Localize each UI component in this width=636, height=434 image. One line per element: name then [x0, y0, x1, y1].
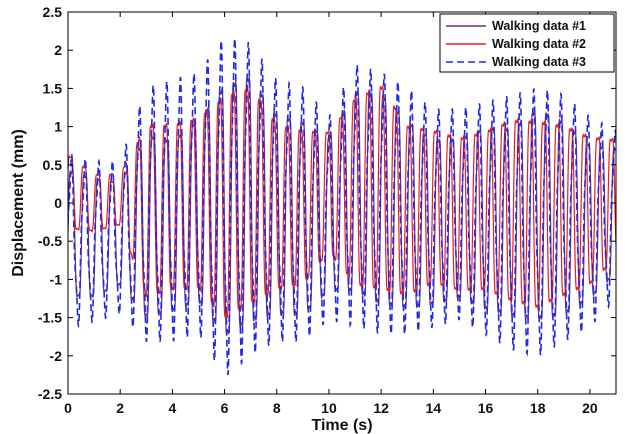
- series-line-3: [68, 38, 616, 376]
- legend-label-2: Walking data #2: [492, 37, 586, 51]
- x-tick-label: 12: [373, 400, 389, 416]
- x-tick-label: 8: [273, 400, 281, 416]
- y-tick-label: -2: [50, 348, 63, 364]
- plot-area: [68, 38, 616, 376]
- y-tick-label: 1.5: [43, 80, 63, 96]
- axes: 0 2 4 6 8 10 12 14 16 18 20 2.5 2 1.5 1 0.5 0 -0.5 -1 -1.5 -…: [38, 4, 617, 416]
- legend: Walking data #1 Walking data #2 Walking da…: [439, 13, 615, 73]
- y-tick-label: -0.5: [38, 233, 62, 249]
- x-tick-label: 16: [478, 400, 494, 416]
- legend-label-1: Walking data #1: [492, 19, 586, 33]
- y-tick-label: -2.5: [38, 386, 62, 402]
- y-tick-label: -1.5: [38, 310, 62, 326]
- y-tick-label: 0: [54, 195, 62, 211]
- x-tick-label: 2: [116, 400, 124, 416]
- y-tick-label: 2: [54, 42, 62, 58]
- x-axis-label: Time (s): [311, 417, 372, 434]
- legend-label-3: Walking data #3: [492, 55, 586, 69]
- x-tick-label: 20: [582, 400, 598, 416]
- x-tick-label: 14: [426, 400, 442, 416]
- y-tick-label: 1: [54, 119, 62, 135]
- y-tick-label: -1: [50, 271, 63, 287]
- y-tick-label: 2.5: [43, 4, 63, 20]
- x-tick-label: 0: [64, 400, 72, 416]
- x-tick-label: 10: [321, 400, 337, 416]
- x-tick-label: 4: [168, 400, 176, 416]
- x-tick-label: 6: [221, 400, 229, 416]
- y-tick-label: 0.5: [43, 157, 63, 173]
- x-tick-label: 18: [530, 400, 546, 416]
- y-axis-label: Displacement (mm): [10, 129, 27, 277]
